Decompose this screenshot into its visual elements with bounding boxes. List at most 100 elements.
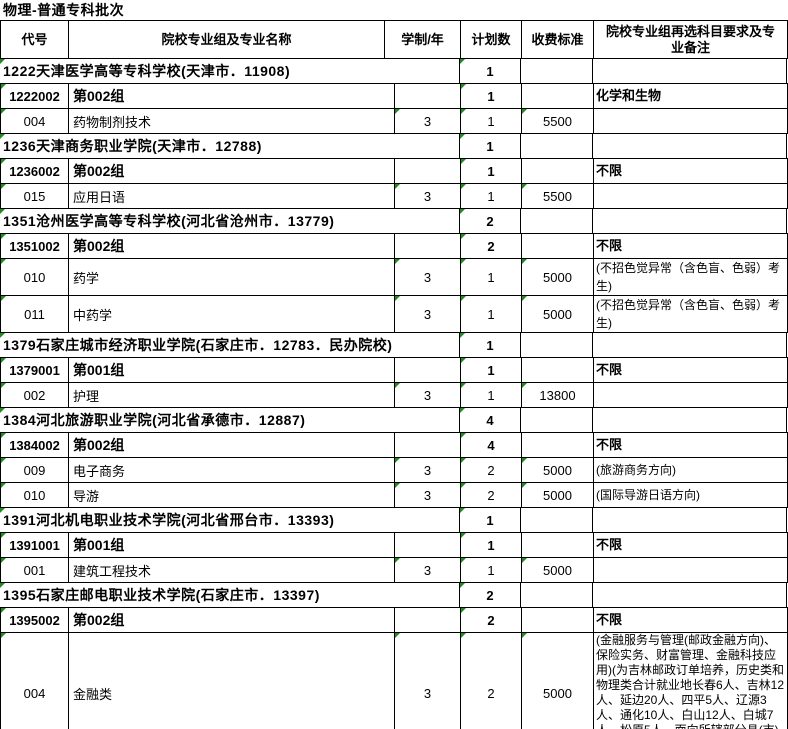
note-cell[interactable] bbox=[593, 209, 787, 233]
years-cell[interactable]: 3 bbox=[395, 184, 461, 208]
note-cell[interactable] bbox=[594, 184, 788, 208]
school-name-cell[interactable]: 1379石家庄城市经济职业学院(石家庄市．12783．民办院校) bbox=[0, 333, 460, 357]
plan-count-cell[interactable]: 2 bbox=[461, 483, 522, 507]
plan-count-cell[interactable]: 2 bbox=[461, 633, 522, 729]
major-name-cell[interactable]: 应用日语 bbox=[69, 184, 395, 208]
fee-cell[interactable] bbox=[522, 533, 594, 557]
code-cell[interactable]: 1351002 bbox=[1, 234, 69, 258]
major-name-cell[interactable]: 导游 bbox=[69, 483, 395, 507]
code-cell[interactable]: 1222002 bbox=[1, 84, 69, 108]
group-name-cell[interactable]: 第001组 bbox=[69, 533, 395, 557]
major-name-cell[interactable]: 药学 bbox=[69, 259, 395, 295]
years-cell[interactable] bbox=[395, 358, 461, 382]
code-cell[interactable]: 1379001 bbox=[1, 358, 69, 382]
note-cell[interactable]: (旅游商务方向) bbox=[594, 458, 788, 482]
plan-count-cell[interactable]: 4 bbox=[461, 433, 522, 457]
code-cell[interactable]: 001 bbox=[1, 558, 69, 582]
plan-count-cell[interactable]: 2 bbox=[460, 209, 521, 233]
school-name-cell[interactable]: 1222天津医学高等专科学校(天津市．11908) bbox=[0, 59, 460, 83]
group-name-cell[interactable]: 第001组 bbox=[69, 358, 395, 382]
years-cell[interactable] bbox=[395, 608, 461, 632]
code-cell[interactable]: 1395002 bbox=[1, 608, 69, 632]
group-name-cell[interactable]: 第002组 bbox=[69, 433, 395, 457]
years-cell[interactable]: 3 bbox=[395, 296, 461, 332]
note-cell[interactable] bbox=[594, 383, 788, 407]
plan-count-cell[interactable]: 1 bbox=[461, 259, 522, 295]
fee-cell[interactable]: 5500 bbox=[522, 109, 594, 133]
fee-cell[interactable]: 5000 bbox=[522, 633, 594, 729]
major-name-cell[interactable]: 电子商务 bbox=[69, 458, 395, 482]
major-name-cell[interactable]: 中药学 bbox=[69, 296, 395, 332]
note-cell[interactable]: (国际导游日语方向) bbox=[594, 483, 788, 507]
code-cell[interactable]: 011 bbox=[1, 296, 69, 332]
note-cell[interactable]: 不限 bbox=[594, 358, 788, 382]
plan-count-cell[interactable]: 1 bbox=[461, 296, 522, 332]
plan-count-cell[interactable]: 1 bbox=[460, 59, 521, 83]
code-cell[interactable]: 015 bbox=[1, 184, 69, 208]
fee-cell[interactable] bbox=[521, 134, 593, 158]
fee-cell[interactable] bbox=[522, 234, 594, 258]
plan-count-cell[interactable]: 4 bbox=[460, 408, 521, 432]
fee-cell[interactable]: 5000 bbox=[522, 259, 594, 295]
fee-cell[interactable]: 5000 bbox=[522, 483, 594, 507]
years-cell[interactable]: 3 bbox=[395, 558, 461, 582]
code-cell[interactable]: 009 bbox=[1, 458, 69, 482]
group-name-cell[interactable]: 第002组 bbox=[69, 159, 395, 183]
code-cell[interactable]: 004 bbox=[1, 109, 69, 133]
note-cell[interactable]: 不限 bbox=[594, 234, 788, 258]
group-name-cell[interactable]: 第002组 bbox=[69, 234, 395, 258]
fee-cell[interactable] bbox=[521, 209, 593, 233]
plan-count-cell[interactable]: 1 bbox=[461, 383, 522, 407]
school-name-cell[interactable]: 1236天津商务职业学院(天津市．12788) bbox=[0, 134, 460, 158]
code-cell[interactable]: 010 bbox=[1, 483, 69, 507]
major-name-cell[interactable]: 护理 bbox=[69, 383, 395, 407]
code-cell[interactable]: 1391001 bbox=[1, 533, 69, 557]
school-name-cell[interactable]: 1384河北旅游职业学院(河北省承德市．12887) bbox=[0, 408, 460, 432]
years-cell[interactable]: 3 bbox=[395, 633, 461, 729]
plan-count-cell[interactable]: 1 bbox=[460, 134, 521, 158]
years-cell[interactable] bbox=[395, 433, 461, 457]
school-name-cell[interactable]: 1395石家庄邮电职业技术学院(石家庄市．13397) bbox=[0, 583, 460, 607]
note-cell[interactable]: (不招色觉异常（含色盲、色弱）考生) bbox=[594, 259, 788, 295]
plan-count-cell[interactable]: 2 bbox=[460, 583, 521, 607]
fee-cell[interactable] bbox=[521, 508, 593, 532]
note-cell[interactable] bbox=[593, 583, 787, 607]
years-cell[interactable] bbox=[395, 159, 461, 183]
years-cell[interactable] bbox=[395, 84, 461, 108]
major-name-cell[interactable]: 药物制剂技术 bbox=[69, 109, 395, 133]
note-cell[interactable] bbox=[594, 558, 788, 582]
fee-cell[interactable] bbox=[521, 333, 593, 357]
years-cell[interactable]: 3 bbox=[395, 458, 461, 482]
fee-cell[interactable] bbox=[522, 84, 594, 108]
note-cell[interactable] bbox=[593, 333, 787, 357]
code-cell[interactable]: 004 bbox=[1, 633, 69, 729]
fee-cell[interactable]: 5000 bbox=[522, 296, 594, 332]
plan-count-cell[interactable]: 2 bbox=[461, 608, 522, 632]
note-cell[interactable]: 不限 bbox=[594, 159, 788, 183]
years-cell[interactable]: 3 bbox=[395, 483, 461, 507]
plan-count-cell[interactable]: 1 bbox=[461, 84, 522, 108]
major-name-cell[interactable]: 建筑工程技术 bbox=[69, 558, 395, 582]
note-cell[interactable]: 不限 bbox=[594, 533, 788, 557]
plan-count-cell[interactable]: 1 bbox=[461, 358, 522, 382]
years-cell[interactable]: 3 bbox=[395, 383, 461, 407]
years-cell[interactable]: 3 bbox=[395, 259, 461, 295]
fee-cell[interactable] bbox=[521, 408, 593, 432]
note-cell[interactable] bbox=[593, 59, 787, 83]
note-cell[interactable] bbox=[593, 408, 787, 432]
note-cell[interactable]: 化学和生物 bbox=[594, 84, 788, 108]
code-cell[interactable]: 002 bbox=[1, 383, 69, 407]
fee-cell[interactable] bbox=[521, 583, 593, 607]
school-name-cell[interactable]: 1391河北机电职业技术学院(河北省邢台市．13393) bbox=[0, 508, 460, 532]
note-cell[interactable] bbox=[593, 508, 787, 532]
code-cell[interactable]: 1384002 bbox=[1, 433, 69, 457]
fee-cell[interactable]: 5000 bbox=[522, 558, 594, 582]
fee-cell[interactable]: 13800 bbox=[522, 383, 594, 407]
group-name-cell[interactable]: 第002组 bbox=[69, 608, 395, 632]
fee-cell[interactable] bbox=[522, 608, 594, 632]
group-name-cell[interactable]: 第002组 bbox=[69, 84, 395, 108]
fee-cell[interactable] bbox=[521, 59, 593, 83]
fee-cell[interactable]: 5000 bbox=[522, 458, 594, 482]
note-cell[interactable]: 不限 bbox=[594, 433, 788, 457]
note-cell[interactable] bbox=[594, 109, 788, 133]
